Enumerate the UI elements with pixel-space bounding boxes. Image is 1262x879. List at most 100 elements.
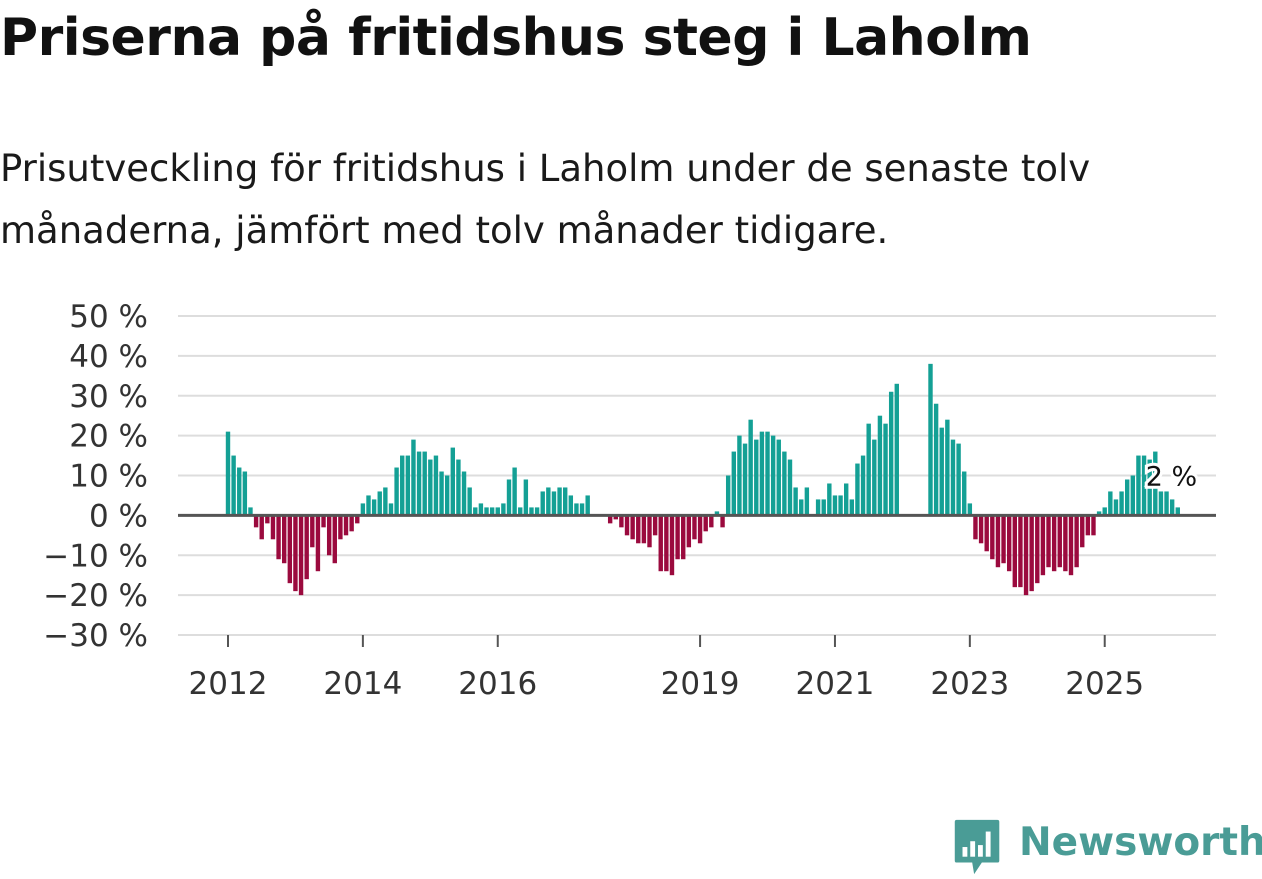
bar [540,491,545,516]
bar [585,495,590,516]
bar [1158,491,1164,516]
bar [855,463,860,516]
bar [641,515,647,544]
bar [568,495,574,516]
bar [1169,499,1175,516]
bar [253,515,259,528]
bar [984,515,989,552]
bar [742,443,748,516]
bar [439,471,444,516]
bar [945,419,950,516]
bar [737,435,742,516]
bar [652,515,658,536]
bar [321,515,326,528]
bar [338,515,343,540]
bar [349,515,354,532]
bar [287,515,293,584]
bar [366,495,371,516]
bar [1068,515,1074,576]
bar [1046,515,1051,568]
bar [326,515,332,556]
newsworthy-logo-icon [954,819,1000,875]
bar [518,507,523,516]
bar [849,499,855,516]
bar [310,515,315,548]
bar [1153,451,1158,516]
bar [838,495,843,516]
bar [1085,515,1091,536]
bar [461,471,467,516]
bar [371,499,377,516]
bar [523,479,529,516]
bar [495,507,500,516]
bar [939,427,944,516]
bar [883,423,888,516]
bar [1147,459,1152,516]
y-tick-label: 30 % [69,379,148,415]
bar [563,487,568,516]
bar [400,455,405,516]
bar [405,455,411,516]
bar [534,507,540,516]
bar [1040,515,1046,576]
bar [799,499,804,516]
bar [1102,507,1107,516]
y-axis-ticks: 50 % 40 % 30 % 20 % 10 %0 % −10 % −20 % −30 % [43,299,148,654]
bar [231,455,236,516]
bar [821,499,826,516]
bar [1096,511,1102,516]
x-tick-label: 2014 [323,666,402,702]
bar [832,495,838,516]
bar [720,515,725,528]
bar [793,487,798,516]
bar [1006,515,1012,572]
bar [877,415,883,516]
bar [546,487,551,516]
bar [776,439,781,516]
bar [433,455,439,516]
bar [933,403,939,516]
bar [484,507,489,516]
bar [411,439,416,516]
bar [978,515,984,544]
bar [512,467,517,516]
bar [478,503,484,516]
bar [248,507,253,516]
x-tick-label: 2023 [930,666,1009,702]
bar [332,515,337,564]
brand-name: Newsworthy [1019,820,1262,865]
bar [1164,491,1169,516]
bar [1113,499,1119,516]
bar [613,515,618,520]
bar [355,515,360,524]
bar [1141,455,1147,516]
bar [416,451,422,516]
bar [1108,491,1113,516]
y-tick-label: −30 % [43,618,148,654]
bar [950,439,956,516]
bar [664,515,669,572]
y-tick-label: −20 % [43,578,148,614]
bar [265,515,270,524]
bar [259,515,264,540]
bar [647,515,652,548]
bar [444,475,450,516]
bar [242,471,248,516]
bar [967,503,973,516]
bar [489,507,495,516]
bars [225,363,1180,596]
bar [450,447,455,516]
bar [681,515,686,560]
y-tick-label: 20 % [69,419,148,455]
last-value-label: 2 % [1146,462,1197,493]
bar [956,443,961,516]
x-tick-label: 2012 [189,666,268,702]
y-tick-label: 40 % [69,339,148,375]
bar [686,515,692,548]
y-tick-label: 50 % [69,299,148,335]
bar [501,503,506,516]
bar [731,451,736,516]
bar [1023,515,1029,596]
bar [714,511,720,516]
bar [703,515,708,532]
